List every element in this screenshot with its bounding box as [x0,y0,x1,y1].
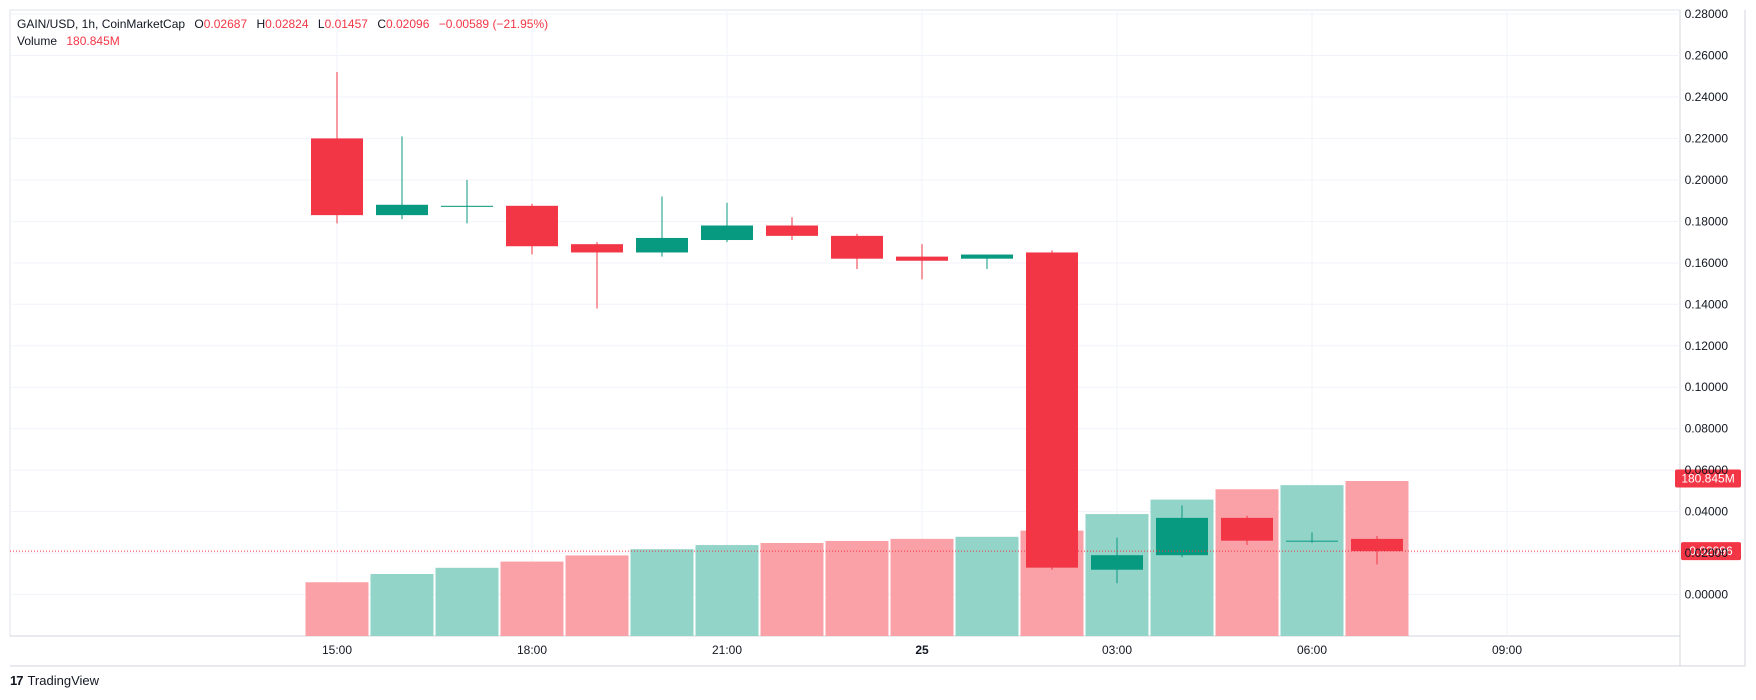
price-tick-label: 0.16000 [1685,256,1729,270]
legend-volume-value: 180.845M [66,34,120,48]
volume-bar [500,561,564,636]
price-tick-label: 0.28000 [1685,7,1729,21]
candle-body [441,205,493,207]
candle [1351,536,1403,565]
price-tick-label: 0.20000 [1685,173,1729,187]
time-tick-label: 25 [915,643,929,657]
price-tick-label: 0.08000 [1685,422,1729,436]
legend-open-value: 0.02687 [203,17,248,31]
candlesticks [311,72,1403,584]
volume-badge-label: 180.845M [1681,471,1734,485]
time-tick-label: 21:00 [712,643,742,657]
volume-bar [825,540,889,636]
time-tick-label: 03:00 [1102,643,1132,657]
time-tick-label: 09:00 [1492,643,1522,657]
candle [1156,505,1208,558]
legend-volume-label[interactable]: Volume [17,34,58,48]
chart-legend: GAIN/USD, 1h, CoinMarketCap O0.02687 H0.… [17,16,548,50]
legend-low-label: L [317,17,325,31]
legend-close-value: 0.02096 [385,17,430,31]
price-tick-label: 0.26000 [1685,48,1729,62]
candle-body [701,225,753,241]
candle-body [506,205,558,247]
candle [636,196,688,257]
legend-symbol-row: GAIN/USD, 1h, CoinMarketCap O0.02687 H0.… [17,16,548,33]
legend-high-value: 0.02824 [265,17,309,31]
candle-body [1156,517,1208,556]
candle-body [1286,540,1338,542]
legend-open-label: O [194,17,204,31]
volume-bar [305,582,369,636]
volume-bar [890,538,954,636]
time-tick-label: 15:00 [322,643,352,657]
price-line-overlay: 0.02096 180.845M [10,469,1741,561]
volume-bar [1280,485,1344,636]
volume-bar [370,574,434,636]
chart-grid [9,9,1746,667]
legend-low-value: 0.01457 [324,17,368,31]
time-axis: 15:00 18:00 21:00 25 03:00 06:00 09:00 [322,643,1522,657]
candle [441,179,493,224]
volume-bars [305,481,1409,636]
volume-bar [565,555,629,636]
volume-bar [695,545,759,636]
legend-close-label: C [377,17,386,31]
tradingview-brand[interactable]: TradingView [27,673,100,688]
price-tick-label: 0.00000 [1685,588,1729,602]
candle-body [1026,252,1078,568]
candle [1286,532,1338,543]
candle [1091,537,1143,584]
candle-body [311,138,363,216]
candle-body [1091,555,1143,570]
volume-bar [955,536,1019,636]
price-tick-label: 0.10000 [1685,380,1729,394]
candle [701,202,753,243]
volume-bar [435,567,499,636]
candle [1026,250,1078,570]
price-tick-label: 0.02000 [1685,546,1729,560]
footer: 17 TradingView [10,673,99,688]
candle [311,72,363,224]
price-tick-label: 0.12000 [1685,339,1729,353]
candle-body [961,254,1013,259]
price-tick-label: 0.14000 [1685,297,1729,311]
candle [506,203,558,255]
price-tick-label: 0.22000 [1685,131,1729,145]
candle-body [1221,517,1273,541]
candle-body [636,237,688,253]
price-tick-label: 0.04000 [1685,505,1729,519]
candle [1221,515,1273,545]
candle [766,217,818,241]
candle [831,233,883,270]
legend-volume-row: Volume 180.845M [17,33,548,50]
tradingview-logo-icon[interactable]: 17 [10,673,24,688]
volume-bar [630,549,694,636]
legend-high-label: H [256,17,266,31]
candle-body [1351,538,1403,552]
candle-body [831,235,883,259]
candle-body [376,204,428,216]
candle [376,136,428,220]
price-axis: 0.28000 0.26000 0.24000 0.22000 0.20000 0.180… [1685,7,1729,602]
time-tick-label: 06:00 [1297,643,1327,657]
candle-body [766,225,818,236]
price-tick-label: 0.06000 [1685,463,1729,477]
price-tick-label: 0.18000 [1685,214,1729,228]
time-tick-label: 18:00 [517,643,547,657]
last-price-badge-label: 0.02096 [1689,544,1733,558]
volume-badge [1675,469,1741,488]
last-price-badge [1681,542,1741,561]
volume-bar [1215,489,1279,636]
volume-bar [760,543,824,636]
legend-change-value: −0.00589 (−21.95%) [438,17,549,31]
candle-body [896,256,948,261]
candle-body [571,244,623,253]
candle [571,242,623,309]
price-tick-label: 0.24000 [1685,90,1729,104]
legend-symbol[interactable]: GAIN/USD, 1h, CoinMarketCap [17,17,186,31]
candle [961,254,1013,270]
candle [896,244,948,280]
